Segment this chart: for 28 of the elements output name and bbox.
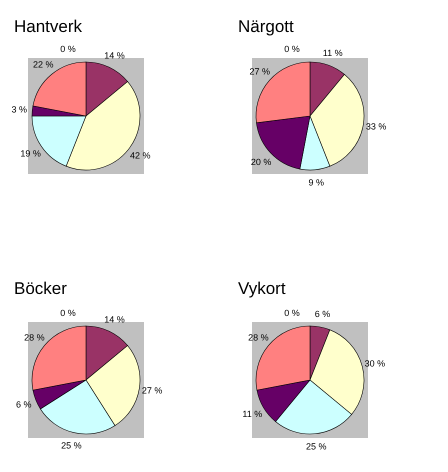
data-label: 25 % — [306, 442, 327, 452]
data-label: 14 % — [104, 50, 125, 60]
text: 0 % — [284, 44, 300, 54]
data-label: 28 % — [248, 332, 269, 342]
chart-title: Närgott — [238, 17, 294, 36]
text: 0 % — [60, 44, 76, 54]
data-label: 27 % — [142, 385, 162, 396]
text: 0 % — [60, 308, 76, 318]
data-label: 30 % — [364, 358, 386, 368]
data-label: 6 % — [314, 309, 330, 320]
data-label: 33 % — [366, 121, 386, 132]
data-label: 14 % — [104, 314, 125, 324]
data-label: 6 % — [16, 400, 32, 410]
data-label: 9 % — [308, 178, 324, 188]
data-label: 25 % — [61, 440, 82, 450]
chart-title: Böcker — [14, 279, 68, 298]
data-label: 27 % — [249, 66, 270, 77]
chart-title: Vykort — [238, 279, 286, 298]
data-label: 22 % — [33, 59, 54, 70]
data-label: 11 % — [322, 48, 343, 58]
data-label: 11 % — [242, 409, 262, 420]
chart-title: Hantverk — [14, 17, 83, 36]
data-label: 28 % — [24, 332, 45, 342]
data-label: 42 % — [130, 150, 150, 160]
data-label: 3 % — [12, 104, 28, 115]
text: 0 % — [284, 308, 300, 318]
data-label: 20 % — [250, 156, 272, 167]
data-label: 19 % — [20, 148, 41, 159]
